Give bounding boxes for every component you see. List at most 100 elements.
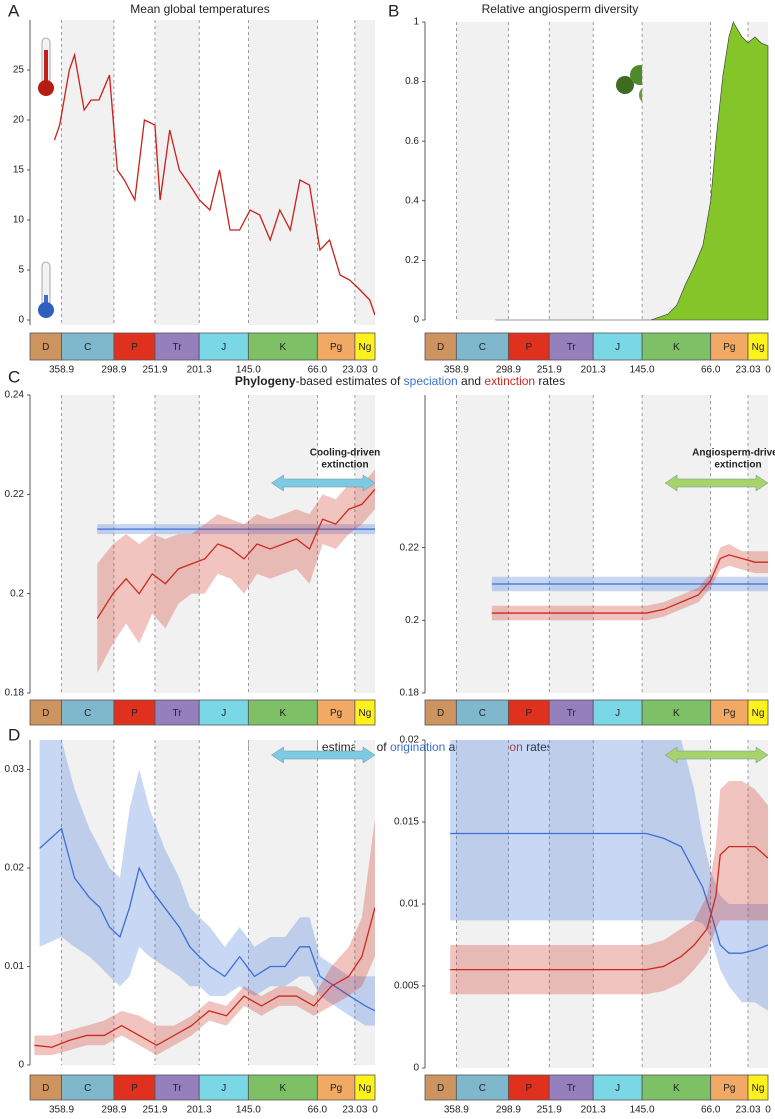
- period-label: D: [42, 342, 49, 353]
- period-label: C: [479, 342, 486, 353]
- y-tick-label: 0.24: [5, 390, 25, 401]
- period-shade: [456, 740, 509, 1068]
- heading-part: rates: [535, 374, 565, 388]
- heading-part: -based estimates of: [296, 374, 404, 388]
- period-label: P: [526, 708, 533, 719]
- y-tick-label: 0: [18, 1060, 24, 1071]
- y-tick-label: 0: [413, 315, 419, 326]
- period-label: C: [84, 1083, 91, 1094]
- period-label: Ng: [359, 708, 372, 719]
- y-tick-label: 25: [13, 65, 25, 76]
- x-tick-label: 0: [765, 365, 771, 376]
- period-box: [61, 699, 115, 726]
- x-tick-label: 251.9: [537, 1105, 562, 1116]
- period-label: K: [280, 1083, 287, 1094]
- period-label: Pg: [723, 708, 735, 719]
- icon: [38, 302, 54, 318]
- icon: [44, 50, 48, 83]
- period-box: [61, 332, 115, 361]
- period-box: [154, 1074, 200, 1101]
- annotation: Cooling-driven: [310, 448, 381, 459]
- period-box: [424, 699, 457, 726]
- period-box: [354, 1074, 376, 1101]
- y-tick-label: 0.8: [405, 76, 419, 87]
- line: [96, 488, 375, 619]
- x-tick-label: 358.9: [444, 365, 469, 376]
- y-tick-label: 0.02: [400, 735, 420, 746]
- period-label: J: [615, 342, 620, 353]
- icon: [44, 295, 48, 307]
- icon: [616, 76, 634, 94]
- period-box: [548, 1074, 594, 1101]
- period-box: [508, 332, 550, 361]
- period-box: [29, 1074, 62, 1101]
- line: [53, 52, 375, 316]
- x-tick-label: 201.3: [187, 1105, 212, 1116]
- period-label: D: [42, 1083, 49, 1094]
- period-shade: [354, 740, 375, 1065]
- heading-part: origination: [390, 740, 445, 754]
- period-label: P: [131, 708, 138, 719]
- period-box: [354, 332, 376, 361]
- x-tick-label: 66.0: [308, 365, 328, 376]
- y-tick-label: 5: [18, 265, 24, 276]
- period-box: [424, 332, 457, 361]
- period-box: [198, 699, 249, 726]
- panel-label: B: [388, 1, 399, 20]
- x-tick-label: 0: [765, 1105, 771, 1116]
- period-label: J: [615, 1083, 620, 1094]
- period-label: J: [615, 708, 620, 719]
- arrow: [271, 746, 376, 764]
- period-box: [113, 332, 156, 361]
- uncertainty-band: [450, 781, 768, 995]
- period-shade: [154, 20, 200, 325]
- chart-title: Relative angiosperm diversity: [482, 2, 639, 16]
- period-shade: [549, 22, 594, 320]
- x-tick-label: 298.9: [496, 1105, 521, 1116]
- period-box: [455, 699, 509, 726]
- x-tick-label: 201.3: [581, 1105, 606, 1116]
- y-tick-label: 1: [413, 17, 419, 28]
- x-tick-label: 66.0: [701, 365, 721, 376]
- x-tick-label: 145.0: [630, 365, 655, 376]
- y-tick-label: 0: [18, 315, 24, 326]
- x-tick-label: 0: [372, 1105, 378, 1116]
- period-label: Ng: [752, 1083, 765, 1094]
- annotation: extinction: [321, 460, 368, 471]
- arrow: [271, 474, 376, 492]
- line: [34, 907, 375, 1048]
- x-tick-label: 23.03: [735, 1105, 760, 1116]
- period-label: Ng: [752, 342, 765, 353]
- period-shade: [248, 740, 318, 1065]
- y-tick-label: 0.01: [400, 899, 420, 910]
- period-label: D: [437, 1083, 444, 1094]
- y-tick-label: 0.2: [405, 255, 419, 266]
- heading-part: extinction: [484, 374, 535, 388]
- uncertainty-band: [450, 740, 768, 1011]
- x-tick-label: 251.9: [142, 365, 167, 376]
- period-shade: [154, 740, 200, 1065]
- period-shade: [748, 395, 768, 693]
- period-label: Tr: [173, 342, 183, 353]
- period-label: Ng: [359, 342, 372, 353]
- annotation: Angiosperm-driven: [692, 448, 775, 459]
- y-tick-label: 20: [13, 115, 25, 126]
- heading-part: speciation: [404, 374, 458, 388]
- x-tick-label: 251.9: [142, 1105, 167, 1116]
- period-box: [113, 699, 156, 726]
- y-tick-label: 0.02: [5, 863, 25, 874]
- x-tick-label: 358.9: [49, 1105, 74, 1116]
- uncertainty-band: [97, 469, 375, 674]
- annotation: extinction: [714, 460, 761, 471]
- period-label: Tr: [173, 1083, 183, 1094]
- period-label: C: [479, 1083, 486, 1094]
- period-label: Tr: [567, 342, 577, 353]
- arrow: [664, 746, 769, 764]
- period-box: [592, 1074, 643, 1101]
- x-tick-label: 66.0: [701, 1105, 721, 1116]
- period-box: [641, 1074, 712, 1101]
- period-shade: [456, 395, 509, 693]
- period-shade: [354, 395, 375, 693]
- period-box: [247, 332, 318, 361]
